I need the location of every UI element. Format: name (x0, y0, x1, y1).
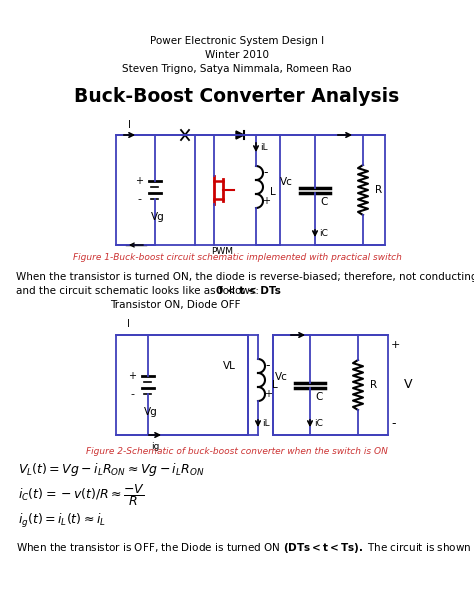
Text: When the transistor is turned ON, the diode is reverse-biased; therefore, not co: When the transistor is turned ON, the di… (16, 272, 474, 282)
Text: +: + (135, 176, 143, 186)
Bar (273, 335, 388, 435)
Text: V: V (404, 378, 412, 392)
Text: PWM: PWM (211, 247, 233, 256)
Text: Winter 2010: Winter 2010 (205, 50, 269, 60)
Text: I: I (128, 120, 130, 130)
Text: +: + (262, 196, 270, 206)
Text: VL: VL (223, 361, 236, 371)
Bar (116, 135, 385, 245)
Text: C: C (315, 392, 322, 402)
Text: -: - (391, 417, 395, 430)
Text: L: L (272, 380, 278, 390)
Text: -: - (130, 389, 134, 399)
Text: Transistor ON, Diode OFF: Transistor ON, Diode OFF (110, 300, 240, 310)
Text: -: - (264, 167, 268, 180)
Text: R: R (370, 380, 377, 390)
Text: $i_g(t) = i_L(t) \approx i_L$: $i_g(t) = i_L(t) \approx i_L$ (18, 512, 106, 530)
Text: Steven Trigno, Satya Nimmala, Romeen Rao: Steven Trigno, Satya Nimmala, Romeen Rao (122, 64, 352, 74)
Text: Figure 2-Schematic of buck-boost converter when the switch is ON: Figure 2-Schematic of buck-boost convert… (86, 447, 388, 457)
Text: Figure 1-Buck-boost circuit schematic implemented with practical switch: Figure 1-Buck-boost circuit schematic im… (73, 254, 401, 262)
Text: I: I (127, 319, 129, 329)
Text: ig: ig (151, 442, 159, 451)
Text: +: + (128, 371, 136, 381)
Text: When the transistor is OFF, the Diode is turned ON $\mathbf{(DTs < t < Ts).}$ Th: When the transistor is OFF, the Diode is… (16, 541, 474, 555)
Text: $i_C(t) = -v(t)/R \approx \dfrac{-V}{R}$: $i_C(t) = -v(t)/R \approx \dfrac{-V}{R}$ (18, 482, 145, 508)
Text: -: - (266, 359, 270, 373)
Text: Vg: Vg (144, 407, 158, 417)
Text: L: L (270, 187, 276, 197)
Text: Vc: Vc (275, 372, 288, 382)
Text: Power Electronic System Design I: Power Electronic System Design I (150, 36, 324, 46)
Text: Vc: Vc (280, 177, 293, 187)
Text: 0 < t < DTs: 0 < t < DTs (216, 286, 281, 296)
Text: $V_L(t) = Vg - i_L R_{ON} \approx Vg - i_L R_{ON}$: $V_L(t) = Vg - i_L R_{ON} \approx Vg - i… (18, 462, 204, 479)
Text: C: C (320, 197, 328, 207)
Text: +: + (391, 340, 401, 350)
Text: iL: iL (262, 419, 270, 427)
Text: iL: iL (260, 142, 268, 151)
Bar (116, 335, 248, 435)
Text: Vg: Vg (151, 212, 165, 222)
Text: iC: iC (319, 229, 328, 237)
Polygon shape (236, 131, 244, 139)
Text: Buck-Boost Converter Analysis: Buck-Boost Converter Analysis (74, 88, 400, 107)
Text: +: + (264, 389, 272, 399)
Text: iC: iC (314, 419, 323, 427)
Text: R: R (375, 185, 382, 195)
Text: -: - (137, 194, 141, 204)
Text: and the circuit schematic looks like as follows:: and the circuit schematic looks like as … (16, 286, 262, 296)
